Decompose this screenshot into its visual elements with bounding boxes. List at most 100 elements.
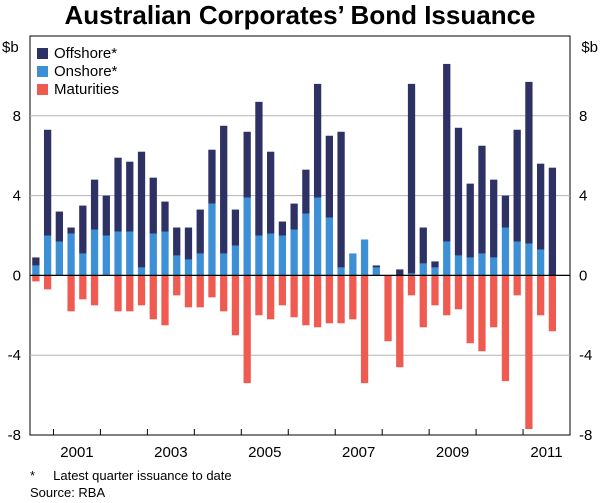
bar-maturities-38	[478, 275, 486, 352]
chart-title: Australian Corporates’ Bond Issuance	[64, 0, 536, 30]
bar-onshore-35	[443, 241, 451, 276]
y-tick-label-left-4: 4	[13, 188, 21, 205]
bar-onshore-40	[501, 227, 510, 276]
bar-maturities-32	[407, 275, 416, 296]
bar-maturities-35	[443, 275, 451, 316]
bar-offshore-34	[431, 261, 439, 268]
bar-offshore-36	[454, 127, 463, 256]
bar-offshore-16	[220, 125, 228, 254]
bar-offshore-44	[548, 167, 557, 276]
bar-maturities-24	[313, 275, 322, 328]
bar-offshore-15	[208, 149, 216, 204]
bar-onshore-28	[360, 239, 369, 276]
bar-onshore-15	[208, 203, 216, 276]
bar-onshore-4	[79, 253, 87, 276]
bar-maturities-33	[419, 275, 427, 328]
y-tick-label-left-8: 8	[13, 108, 21, 125]
bar-offshore-11	[161, 201, 169, 232]
bar-offshore-19	[255, 101, 263, 236]
x-tick-label-2007: 2007	[342, 444, 375, 461]
bar-onshore-9	[137, 267, 146, 276]
y-unit-right: $b	[581, 39, 598, 56]
bar-offshore-8	[126, 161, 134, 232]
y-tick-label-right-8: 8	[579, 108, 587, 125]
bar-offshore-12	[173, 227, 181, 256]
bar-onshore-42	[525, 243, 533, 276]
bar-maturities-18	[243, 275, 251, 384]
bar-maturities-10	[149, 275, 157, 320]
bar-maturities-37	[466, 275, 474, 344]
bar-onshore-33	[419, 263, 427, 276]
bar-maturities-17	[231, 275, 240, 336]
bar-maturities-26	[337, 275, 345, 324]
bar-offshore-23	[302, 169, 310, 214]
bar-maturities-0	[32, 275, 40, 282]
bar-onshore-37	[466, 257, 474, 276]
source-note: Source: RBA	[30, 485, 106, 500]
bar-offshore-14	[196, 209, 204, 254]
bar-onshore-29	[372, 267, 380, 276]
bar-onshore-12	[173, 255, 181, 276]
bar-offshore-43	[537, 163, 545, 250]
y-tick-label-left--8: -8	[8, 427, 21, 444]
bar-maturities-13	[184, 275, 193, 308]
bar-onshore-36	[454, 255, 463, 276]
bar-onshore-23	[302, 213, 310, 276]
bar-maturities-9	[137, 275, 146, 306]
bar-offshore-40	[501, 195, 510, 228]
bar-maturities-5	[90, 275, 99, 306]
bar-offshore-3	[67, 227, 75, 234]
x-tick-label-2009: 2009	[436, 444, 469, 461]
bar-offshore-24	[313, 83, 322, 198]
bar-maturities-25	[325, 275, 333, 324]
bar-onshore-18	[243, 197, 251, 276]
bar-onshore-41	[513, 241, 521, 276]
bar-offshore-32	[407, 83, 416, 274]
bar-onshore-22	[290, 229, 298, 276]
bar-onshore-34	[431, 267, 439, 276]
bar-maturities-8	[126, 275, 134, 312]
bar-onshore-27	[349, 253, 357, 276]
bar-maturities-44	[548, 275, 557, 332]
bar-onshore-16	[220, 253, 228, 276]
bar-onshore-39	[490, 257, 498, 276]
bar-maturities-22	[290, 275, 298, 318]
y-tick-label-right-0: 0	[579, 267, 587, 284]
bar-onshore-43	[537, 249, 545, 276]
bar-maturities-1	[43, 275, 52, 290]
bar-offshore-31	[396, 269, 404, 276]
bar-offshore-20	[267, 151, 275, 234]
bar-maturities-19	[255, 275, 263, 316]
y-tick-label-right--8: -8	[579, 427, 592, 444]
bar-maturities-20	[267, 275, 275, 320]
bar-onshore-17	[231, 245, 240, 276]
bar-maturities-27	[349, 275, 357, 320]
y-tick-label-right-4: 4	[579, 188, 587, 205]
y-tick-label-left--4: -4	[8, 347, 21, 364]
legend-swatch-2	[37, 84, 48, 95]
bar-onshore-5	[90, 229, 99, 276]
bar-onshore-20	[267, 233, 275, 276]
bar-offshore-13	[184, 227, 193, 260]
bar-offshore-38	[478, 145, 486, 254]
bar-offshore-21	[278, 221, 287, 236]
bar-onshore-2	[55, 241, 63, 276]
y-tick-label-left-0: 0	[13, 267, 21, 284]
bar-onshore-11	[161, 231, 169, 276]
bar-maturities-41	[513, 275, 521, 296]
bar-onshore-21	[278, 235, 287, 276]
bar-offshore-17	[231, 209, 240, 246]
x-tick-label-2001: 2001	[60, 444, 93, 461]
footnote: * Latest quarter issuance to date	[30, 468, 232, 483]
bar-offshore-9	[137, 151, 146, 268]
bar-onshore-13	[184, 259, 193, 276]
bar-maturities-39	[490, 275, 498, 328]
bar-onshore-24	[313, 197, 322, 276]
bar-offshore-35	[443, 63, 451, 242]
legend-swatch-0	[37, 48, 48, 59]
bar-maturities-43	[537, 275, 545, 316]
bar-onshore-6	[102, 235, 110, 276]
bar-onshore-26	[337, 267, 345, 276]
bar-offshore-0	[32, 257, 40, 266]
y-tick-label-right--4: -4	[579, 347, 592, 364]
